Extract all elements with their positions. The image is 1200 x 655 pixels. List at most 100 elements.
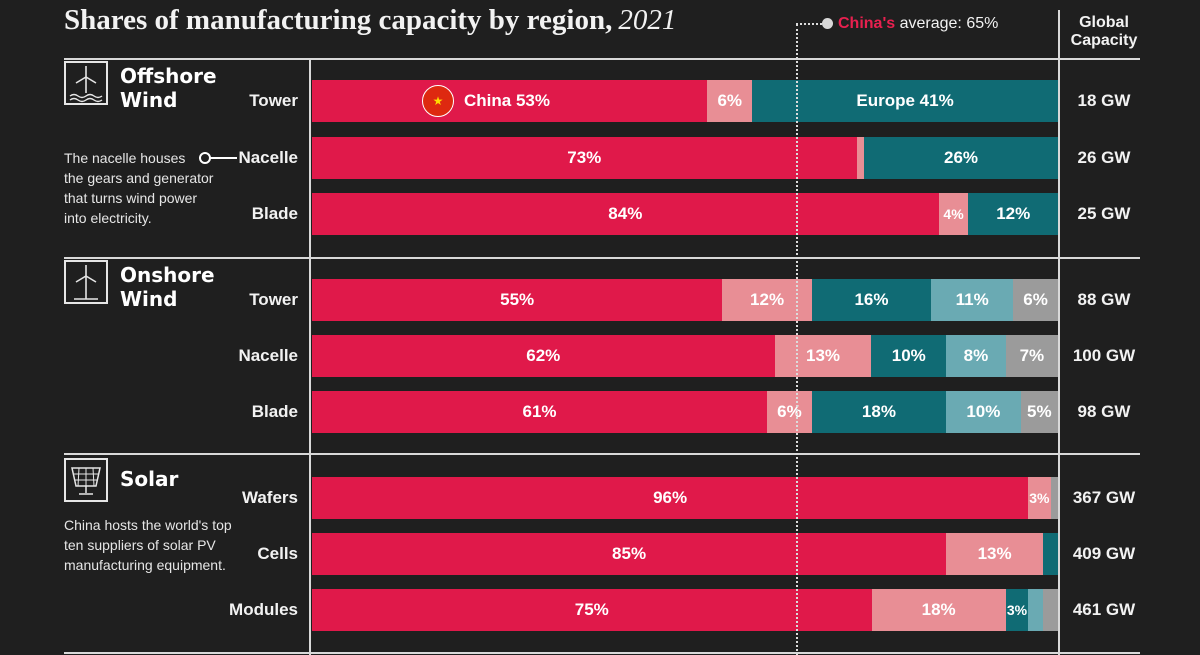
china-flag-icon: ★ — [422, 85, 454, 117]
section-label-offshore-wind: Offshore Wind — [120, 64, 217, 112]
note-line: that turns wind power — [64, 190, 198, 206]
title-year: 2021 — [618, 4, 677, 36]
row-label-solar-wafers: Wafers — [241, 488, 298, 507]
bar-segment-gray: 5% — [1020, 391, 1058, 433]
section-label-line2: Wind — [120, 88, 178, 112]
global-capacity-header-line2: Capacity — [1070, 32, 1138, 49]
row-label-onshore-tower: Tower — [249, 290, 298, 309]
section-label-line2: Wind — [120, 287, 178, 311]
bar-segment-china: 96% — [312, 477, 1029, 519]
average-marker-dot — [822, 18, 833, 29]
segment-label: China 53% — [464, 91, 550, 110]
segment-label: 62% — [526, 346, 561, 365]
row-label-solar-cells: Cells — [257, 544, 298, 563]
chart-title: Shares of manufacturing capacity by regi… — [64, 4, 676, 37]
segment-label: 16% — [854, 290, 889, 309]
note-line: China hosts the world's top — [64, 517, 232, 533]
bar-segment-china_light: 18% — [871, 589, 1006, 631]
wind-turbine-onshore-icon — [64, 260, 108, 304]
segment-label: 3% — [1006, 602, 1028, 618]
average-value-label: average: 65% — [899, 15, 999, 32]
note-line: ten suppliers of solar PV — [64, 537, 216, 553]
segment-label: 4% — [943, 206, 964, 222]
stacked-bar-offshore-nacelle: 73% 26% — [312, 137, 1058, 179]
bar-segment-europe — [1043, 533, 1058, 575]
segment-label: 5% — [1027, 402, 1052, 421]
bar-segment-china_light: 6% — [707, 80, 753, 122]
row-label-solar-modules: Modules — [229, 600, 298, 619]
bar-segment-china: 75% — [312, 589, 872, 631]
global-capacity-value: 409 GW — [1072, 544, 1136, 563]
stacked-bar-offshore-tower: ★ China 53% 6% Europe 41% — [312, 80, 1058, 122]
global-capacity-value: 26 GW — [1077, 148, 1131, 167]
segment-label: 11% — [955, 290, 989, 309]
solar-note: China hosts the world's top ten supplier… — [64, 515, 232, 575]
segment-label: 61% — [522, 402, 557, 421]
note-line: into electricity. — [64, 210, 152, 226]
bar-segment-europe: 12% — [968, 193, 1058, 235]
segment-label: 12% — [996, 204, 1031, 223]
global-capacity-value: 98 GW — [1077, 402, 1131, 421]
stacked-bar-solar-modules: 75% 18% 3% — [312, 589, 1058, 631]
capacity-column-divider — [1058, 10, 1060, 655]
segment-label: 26% — [943, 148, 979, 167]
stacked-bar-solar-cells: 85% 13% — [312, 533, 1058, 575]
section-divider-solar — [64, 453, 1140, 455]
bar-segment-china_light: 3% — [1028, 477, 1051, 519]
bar-segment-gray: 7% — [1005, 335, 1058, 377]
solar-panel-icon — [64, 458, 108, 502]
stacked-bar-onshore-blade: 61% 6% 18% 10% 5% — [312, 391, 1058, 433]
section-label-onshore-wind: Onshore Wind — [120, 263, 215, 311]
stacked-bar-offshore-blade: 84% 4% 12% — [312, 193, 1058, 235]
global-capacity-header: Global Capacity — [1060, 14, 1148, 50]
bar-segment-china: 61% — [312, 391, 768, 433]
bar-segment-teal_light: 11% — [931, 279, 1014, 321]
segment-label: 8% — [963, 346, 989, 365]
row-label-onshore-nacelle: Nacelle — [238, 346, 298, 365]
section-divider-onshore — [64, 257, 1140, 259]
bar-segment-europe: Europe 41% — [752, 80, 1058, 122]
title-text: Shares of manufacturing capacity by regi… — [64, 4, 613, 36]
row-label-onshore-blade: Blade — [251, 402, 298, 421]
bar-segment-china_light: 13% — [774, 335, 872, 377]
segment-label: 10% — [966, 402, 1001, 421]
bar-segment-europe: 3% — [1005, 589, 1029, 631]
china-average-annotation: China's average: 65% — [838, 15, 998, 33]
section-label-solar: Solar — [120, 467, 178, 491]
segment-label: 18% — [861, 402, 896, 421]
average-china-label: China's — [838, 15, 896, 32]
note-line: the gears and generator — [64, 170, 214, 186]
bar-segment-china_light: 12% — [722, 279, 812, 321]
segment-label: 75% — [574, 600, 609, 619]
segment-label: 73% — [567, 148, 602, 167]
segment-label: 18% — [921, 600, 956, 619]
bar-segment-gray: 6% — [1013, 279, 1058, 321]
bar-segment-china: 84% — [312, 193, 939, 235]
global-capacity-value: 25 GW — [1077, 204, 1131, 223]
global-capacity-value: 461 GW — [1072, 600, 1136, 619]
segment-label: 10% — [891, 346, 926, 365]
global-capacity-value: 18 GW — [1077, 91, 1131, 110]
bar-segment-europe: 16% — [811, 279, 932, 321]
global-capacity-value: 88 GW — [1077, 290, 1131, 309]
bar-segment-china_light: 4% — [938, 193, 969, 235]
row-label-offshore-tower: Tower — [249, 91, 298, 110]
segment-label: 85% — [612, 544, 647, 563]
global-capacity-value: 367 GW — [1072, 488, 1136, 507]
bar-segment-china: 85% — [312, 533, 947, 575]
bar-segment-china_light: 6% — [767, 391, 812, 433]
bar-segment-teal_light — [1028, 589, 1044, 631]
note-line: The nacelle houses — [64, 150, 186, 166]
china-average-connector — [795, 23, 822, 25]
bar-segment-china: ★ China 53% — [312, 80, 708, 122]
bar-segment-gray — [1050, 477, 1058, 519]
segment-label: 7% — [1019, 346, 1045, 365]
bar-segment-teal_light: 10% — [946, 391, 1021, 433]
segment-label: 84% — [608, 204, 643, 223]
global-capacity-value: 100 GW — [1072, 346, 1136, 365]
row-label-offshore-blade: Blade — [251, 204, 298, 223]
bar-segment-china: 55% — [312, 279, 723, 321]
global-capacity-header-line1: Global — [1079, 14, 1129, 31]
note-line: manufacturing equipment. — [64, 557, 226, 573]
row-label-offshore-nacelle: Nacelle — [238, 148, 298, 167]
